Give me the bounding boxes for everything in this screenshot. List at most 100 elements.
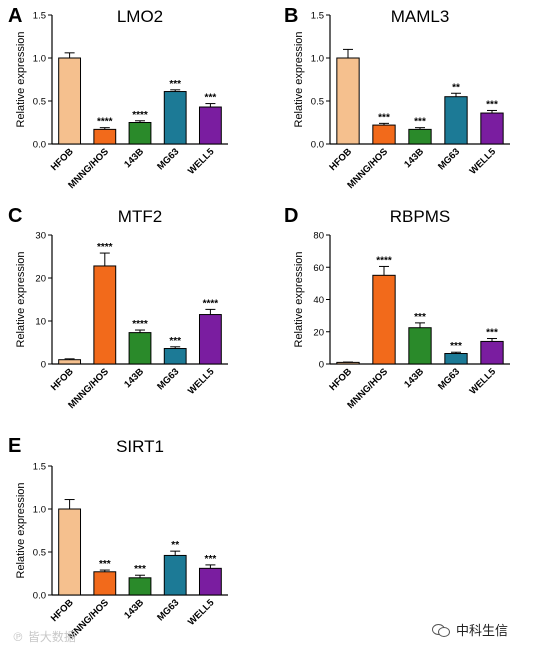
y-tick-label: 1.5 [311, 11, 324, 22]
y-tick-label: 0 [41, 360, 46, 371]
significance-label: **** [97, 242, 113, 253]
chart-title: RBPMS [390, 207, 450, 226]
significance-label: **** [132, 110, 148, 121]
panel-label: E [8, 435, 21, 457]
significance-label: *** [414, 117, 426, 128]
chart-panel-b: B MAML3 Relative expression 0.0 0.5 1.0 1.5 HFO… [284, 5, 510, 191]
panel-label: C [8, 205, 22, 227]
chart-title: LMO2 [117, 7, 163, 26]
bar-hfob [336, 57, 360, 145]
bar-well5 [480, 112, 504, 145]
chart-panel-e: E SIRT1 Relative expression 0.0 0.5 1.0 1.5 HFO… [8, 435, 228, 642]
y-tick-label: 1.5 [33, 11, 46, 22]
x-tick-label: HFOB [49, 366, 76, 393]
brand-name: 中科生信 [456, 624, 509, 639]
y-tick-label: 0.5 [311, 97, 324, 108]
y-tick-label: 10 [35, 317, 46, 328]
bar-143b [128, 122, 152, 145]
chart-title: MAML3 [391, 7, 450, 26]
significance-label: ** [171, 540, 179, 551]
y-tick-label: 1.5 [33, 462, 46, 473]
x-tick-label: MG63 [155, 366, 181, 392]
y-tick-label: 0.0 [33, 140, 46, 151]
bar-mg63 [444, 96, 468, 145]
y-axis-label: Relative expression [15, 32, 27, 128]
x-tick-label: WELL5 [468, 146, 499, 177]
x-tick-label: WELL5 [468, 366, 499, 397]
bar-well5 [198, 106, 222, 145]
wechat-icon [432, 622, 450, 638]
bar-well5 [480, 340, 504, 365]
y-tick-label: 60 [313, 263, 324, 274]
watermark-icon: ℗ [12, 630, 24, 644]
x-tick-label: 143B [402, 366, 426, 390]
bar-hfob [58, 359, 82, 365]
y-tick-label: 1.0 [33, 505, 46, 516]
watermark-label: 皆大数据 [27, 630, 76, 644]
significance-label: *** [205, 554, 217, 565]
y-tick-label: 20 [35, 274, 46, 285]
x-tick-label: HFOB [49, 146, 76, 173]
bar-well5 [198, 314, 222, 365]
chart-panel-a: A LMO2 Relative expression 0.0 0.5 1.0 1.5 HFOB… [8, 5, 228, 191]
chart-panel-c: C MTF2 Relative expression 0 10 20 30 HFOB **** M… [8, 205, 228, 411]
significance-label: **** [376, 255, 392, 266]
y-tick-label: 80 [313, 231, 324, 242]
significance-label: *** [99, 559, 111, 570]
significance-label: **** [203, 298, 219, 309]
x-tick-label: WELL5 [186, 597, 217, 628]
panel-label: A [8, 5, 22, 27]
y-axis-label: Relative expression [15, 252, 27, 348]
x-tick-label: MG63 [155, 146, 181, 172]
x-tick-label: WELL5 [186, 146, 217, 177]
y-tick-label: 1.0 [311, 54, 324, 65]
significance-label: *** [205, 93, 217, 104]
x-tick-label: 143B [122, 366, 146, 390]
brand: 中科生信 [432, 620, 508, 639]
chart-panel-d: D RBPMS Relative expression 0 20 40 60 80 HFOB **… [284, 205, 510, 411]
x-tick-label: HFOB [327, 366, 354, 393]
significance-label: *** [169, 336, 181, 347]
y-tick-label: 0.0 [33, 591, 46, 602]
bar-mg63 [163, 91, 187, 145]
bar-mnng-hos [93, 265, 117, 365]
y-tick-label: 0.5 [33, 548, 46, 559]
y-tick-label: 0.5 [33, 97, 46, 108]
y-axis-label: Relative expression [293, 32, 305, 128]
bar-143b [128, 577, 152, 596]
significance-label: *** [134, 564, 146, 575]
x-tick-label: 143B [402, 146, 426, 170]
y-tick-label: 20 [313, 327, 324, 338]
y-tick-label: 0.0 [311, 140, 324, 151]
significance-label: *** [486, 99, 498, 110]
bar-mg63 [444, 353, 468, 365]
significance-label: *** [169, 79, 181, 90]
bar-mg63 [163, 554, 187, 596]
bar-mnng-hos [93, 571, 117, 596]
significance-label: **** [97, 117, 113, 128]
x-tick-label: MG63 [436, 146, 462, 172]
y-tick-label: 1.0 [33, 54, 46, 65]
bar-hfob [58, 508, 82, 596]
y-axis-label: Relative expression [15, 483, 27, 579]
bar-hfob [58, 57, 82, 145]
x-tick-label: MG63 [155, 597, 181, 623]
chart-title: MTF2 [118, 207, 162, 226]
x-tick-label: WELL5 [186, 366, 217, 397]
bar-143b [408, 128, 432, 145]
chart-title: SIRT1 [116, 437, 164, 456]
panel-label: B [284, 5, 298, 27]
bar-mnng-hos [372, 124, 396, 145]
significance-label: ** [452, 82, 460, 93]
significance-label: *** [486, 328, 498, 339]
y-tick-label: 0 [319, 360, 324, 371]
bar-hfob [336, 361, 360, 365]
watermark-text: ℗ 皆大数据 [12, 628, 76, 645]
significance-label: *** [450, 341, 462, 352]
bar-mnng-hos [93, 128, 117, 145]
x-tick-label: 143B [122, 146, 146, 170]
y-tick-label: 30 [35, 231, 46, 242]
bar-mnng-hos [372, 274, 396, 365]
x-tick-label: 143B [122, 597, 146, 621]
